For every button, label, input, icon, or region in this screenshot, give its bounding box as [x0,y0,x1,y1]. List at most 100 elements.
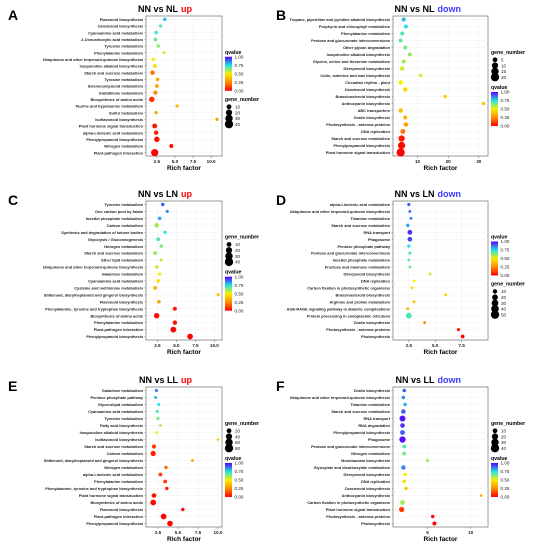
category-label: Isoflavonoid biosynthesis [95,437,143,442]
data-point [153,130,159,135]
size-legend-label: 10 [501,289,507,294]
x-axis-label: Rich factor [167,536,201,543]
category-label: Tyrosine metabolism [104,416,143,421]
category-label: Starch and sucrose metabolism [84,251,143,256]
panel-e: E NN vs LL up Galactose metabolism Pentose p… [8,375,259,543]
data-point [407,244,411,248]
qvalue-legend-label: 0.75 [501,98,510,103]
size-legend-dot [225,109,233,116]
qvalue-legend-label: 0.00 [501,273,510,278]
category-label: RNA degradation [358,423,390,428]
category-label: Pentose and glucuronate interconversions [311,38,390,43]
data-point [481,101,486,106]
size-legend-dot [491,438,499,447]
size-legend-dot [226,428,232,434]
data-point [190,459,194,462]
data-point [154,388,158,393]
x-tick-label: 7.5 [195,530,202,535]
category-label: Phenylpropanoid biosynthesis [333,430,390,435]
data-point [151,57,155,62]
qvalue-legend-title: qvalue [225,50,242,56]
qvalue-legend-label: 0.50 [235,478,244,483]
category-label: Ubiquinone and other terpenoid-quinone b… [43,57,143,62]
data-point [159,258,163,262]
data-point [165,209,169,214]
category-label: Zeatin biosynthesis [354,388,390,393]
size-legend-label: 20 [501,434,507,439]
data-point [401,465,406,470]
category-label: Ubiquinone and other terpenoid-quinone b… [43,265,143,270]
data-point [187,333,193,340]
data-point [150,499,157,506]
category-label: Phenylalanine metabolism [94,50,143,55]
data-point [412,279,416,283]
category-label: DNA replication [361,129,391,134]
panel-title-direction: up [181,189,192,199]
size-legend-dot [226,242,232,247]
panel-letter: A [8,7,18,23]
category-label: Plant hormone signal transduction [79,493,144,498]
size-legend-label: 40 [235,434,241,439]
data-point [152,123,158,129]
category-label: Synthesis and degradation of ketone bodi… [61,230,143,235]
category-label: alpha-Linolenic acid metabolism [330,202,391,207]
data-point [150,450,156,457]
size-legend-label: 15 [501,69,507,74]
category-label: Flavonoid biosynthesis [100,299,143,304]
panel-title-direction: down [438,375,462,385]
qvalue-legend-label: 1.00 [501,461,510,466]
data-point [181,507,185,512]
panel-letter: C [8,192,18,208]
size-legend-dot [491,299,499,307]
category-label: ABC transporters [358,108,390,113]
data-point [172,320,178,325]
data-point [403,122,409,127]
data-point [149,96,155,103]
data-point [216,438,220,441]
data-point [402,451,407,456]
size-legend-dot [224,119,234,129]
data-point [155,77,160,82]
x-tick-label: 5 [426,530,429,535]
category-label: Glutathione metabolism [99,90,144,95]
category-label: Selenocompound metabolism [88,84,144,89]
data-point [407,202,411,207]
category-label: Carbon metabolism [107,223,144,228]
data-point [406,223,410,228]
data-point [418,73,423,78]
size-legend-dot [225,433,233,440]
panel-letter: E [8,378,17,394]
category-label: Photosynthesis - antenna proteins [326,514,390,519]
size-legend-label: 30 [501,440,507,445]
category-label: Starch and sucrose metabolism [331,409,390,414]
panel-f: F NN vs LL down Zeatin biosynthesis Ubiquino… [276,375,525,543]
panel-title: NN vs LL [395,375,435,385]
data-point [150,70,155,75]
category-label: Carotenoid biosynthesis [98,24,143,29]
data-point [401,59,406,64]
size-legend-title: gene_number [491,50,525,56]
x-tick-label: 10.0 [214,530,223,535]
size-legend-dot [490,72,500,82]
category-label: RNA transport [364,416,391,421]
qvalue-legend-label: 0.50 [501,107,510,112]
plot-frame [392,15,489,157]
data-point [428,272,432,276]
category-label: Anthocyanin biosynthesis [342,493,390,498]
data-point [399,66,405,71]
category-label: Glycolysis / Gluconeogenesis [88,237,143,242]
category-label: Zeatin biosynthesis [354,320,390,325]
qvalue-colorbar [225,462,232,497]
size-legend-title: gene_number [225,97,259,103]
size-legend-label: 80 [235,446,241,451]
qvalue-legend-label: 1.00 [235,274,244,279]
category-label: RNA transport [364,230,391,235]
data-point [170,326,177,333]
category-label: Anthocyanin biosynthesis [342,101,390,106]
size-legend-label: 10 [501,428,507,433]
qvalue-legend-title: qvalue [491,456,508,462]
data-point [399,436,406,443]
qvalue-legend-label: 0.75 [235,283,244,288]
data-point [154,136,160,143]
x-tick-label: 10 [415,159,421,164]
